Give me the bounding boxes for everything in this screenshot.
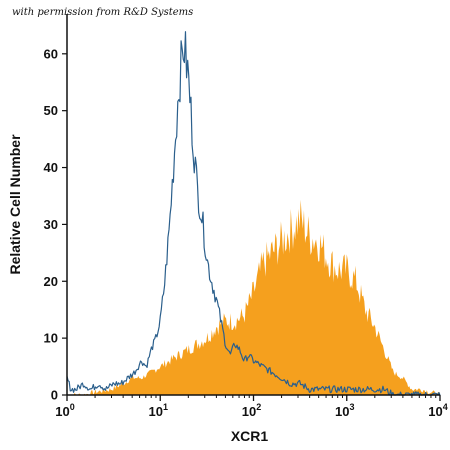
y-tick-label: 20 [44, 274, 58, 289]
x-axis-title: XCR1 [231, 428, 269, 444]
x-tick-label: 104 [428, 402, 447, 419]
x-tick-label: 100 [55, 402, 74, 419]
isotype-histogram-outline [66, 31, 441, 396]
y-tick-label: 10 [44, 331, 58, 346]
y-tick-label: 40 [44, 160, 58, 175]
y-axis-ticks: 0 10 20 30 40 50 60 [44, 46, 67, 403]
y-tick-label: 30 [44, 217, 58, 232]
y-tick-label: 50 [44, 103, 58, 118]
credit-text: with permission from R&D Systems [12, 7, 194, 18]
plot-area [66, 31, 441, 396]
y-tick-label: 0 [51, 388, 58, 403]
x-tick-label: 103 [335, 402, 354, 419]
x-axis-ticks: 100 101 102 103 104 [55, 395, 448, 419]
y-axis-title: Relative Cell Number [7, 134, 23, 275]
x-tick-label: 102 [242, 402, 261, 419]
x-tick-label: 101 [149, 402, 168, 419]
stained-histogram-area [67, 199, 440, 395]
y-tick-label: 60 [44, 46, 58, 61]
